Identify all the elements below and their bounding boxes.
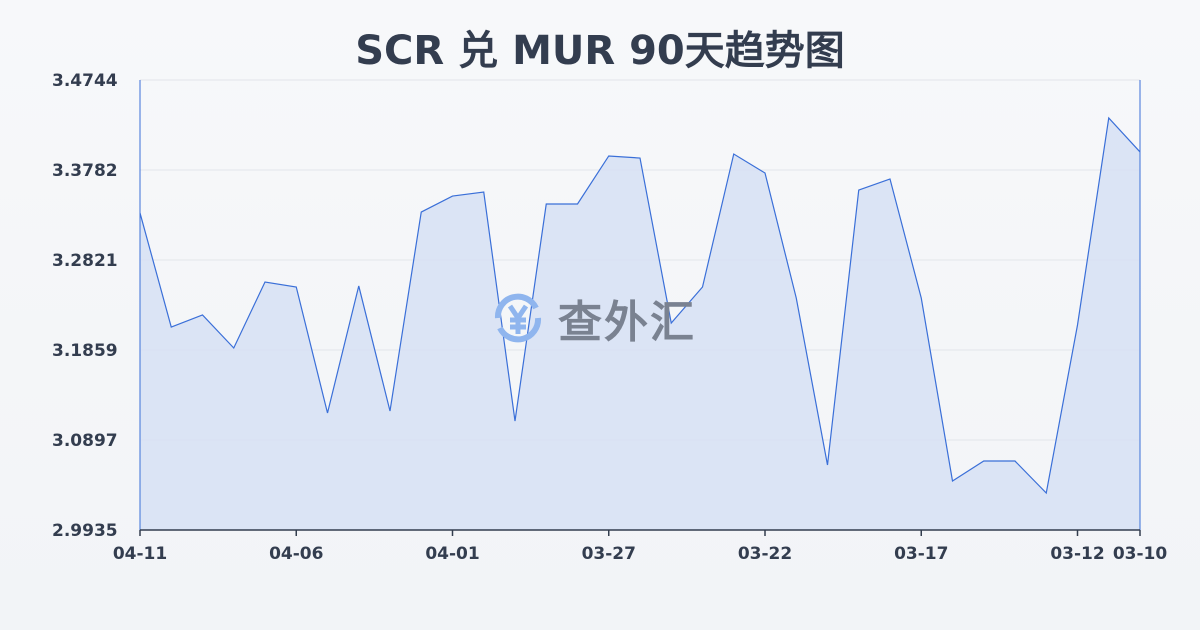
x-tick-label: 03-12	[1050, 544, 1104, 564]
x-tick-label: 03-27	[582, 544, 636, 564]
watermark: 查外汇	[488, 286, 696, 350]
area-fill	[140, 117, 1140, 530]
x-tick-label: 04-06	[269, 544, 323, 564]
yen-exchange-icon	[494, 293, 542, 343]
chart-title: SCR 兑 MUR 90天趋势图	[355, 28, 845, 74]
y-tick-label: 3.4744	[52, 71, 118, 91]
watermark-text: 查外汇	[558, 297, 696, 348]
x-tick-label: 03-17	[894, 544, 948, 564]
y-tick-label: 3.1859	[52, 341, 118, 361]
y-tick-label: 3.0897	[52, 431, 118, 451]
y-tick-label: 2.9935	[52, 521, 118, 541]
x-tick-label: 04-11	[113, 544, 167, 564]
x-tick-label: 04-01	[425, 544, 479, 564]
x-tick-label: 03-22	[738, 544, 792, 564]
series-line	[139, 116, 1141, 495]
y-tick-label: 3.3782	[52, 161, 118, 181]
y-tick-label: 3.2821	[52, 251, 118, 271]
x-tick-label: 03-10	[1113, 544, 1168, 564]
